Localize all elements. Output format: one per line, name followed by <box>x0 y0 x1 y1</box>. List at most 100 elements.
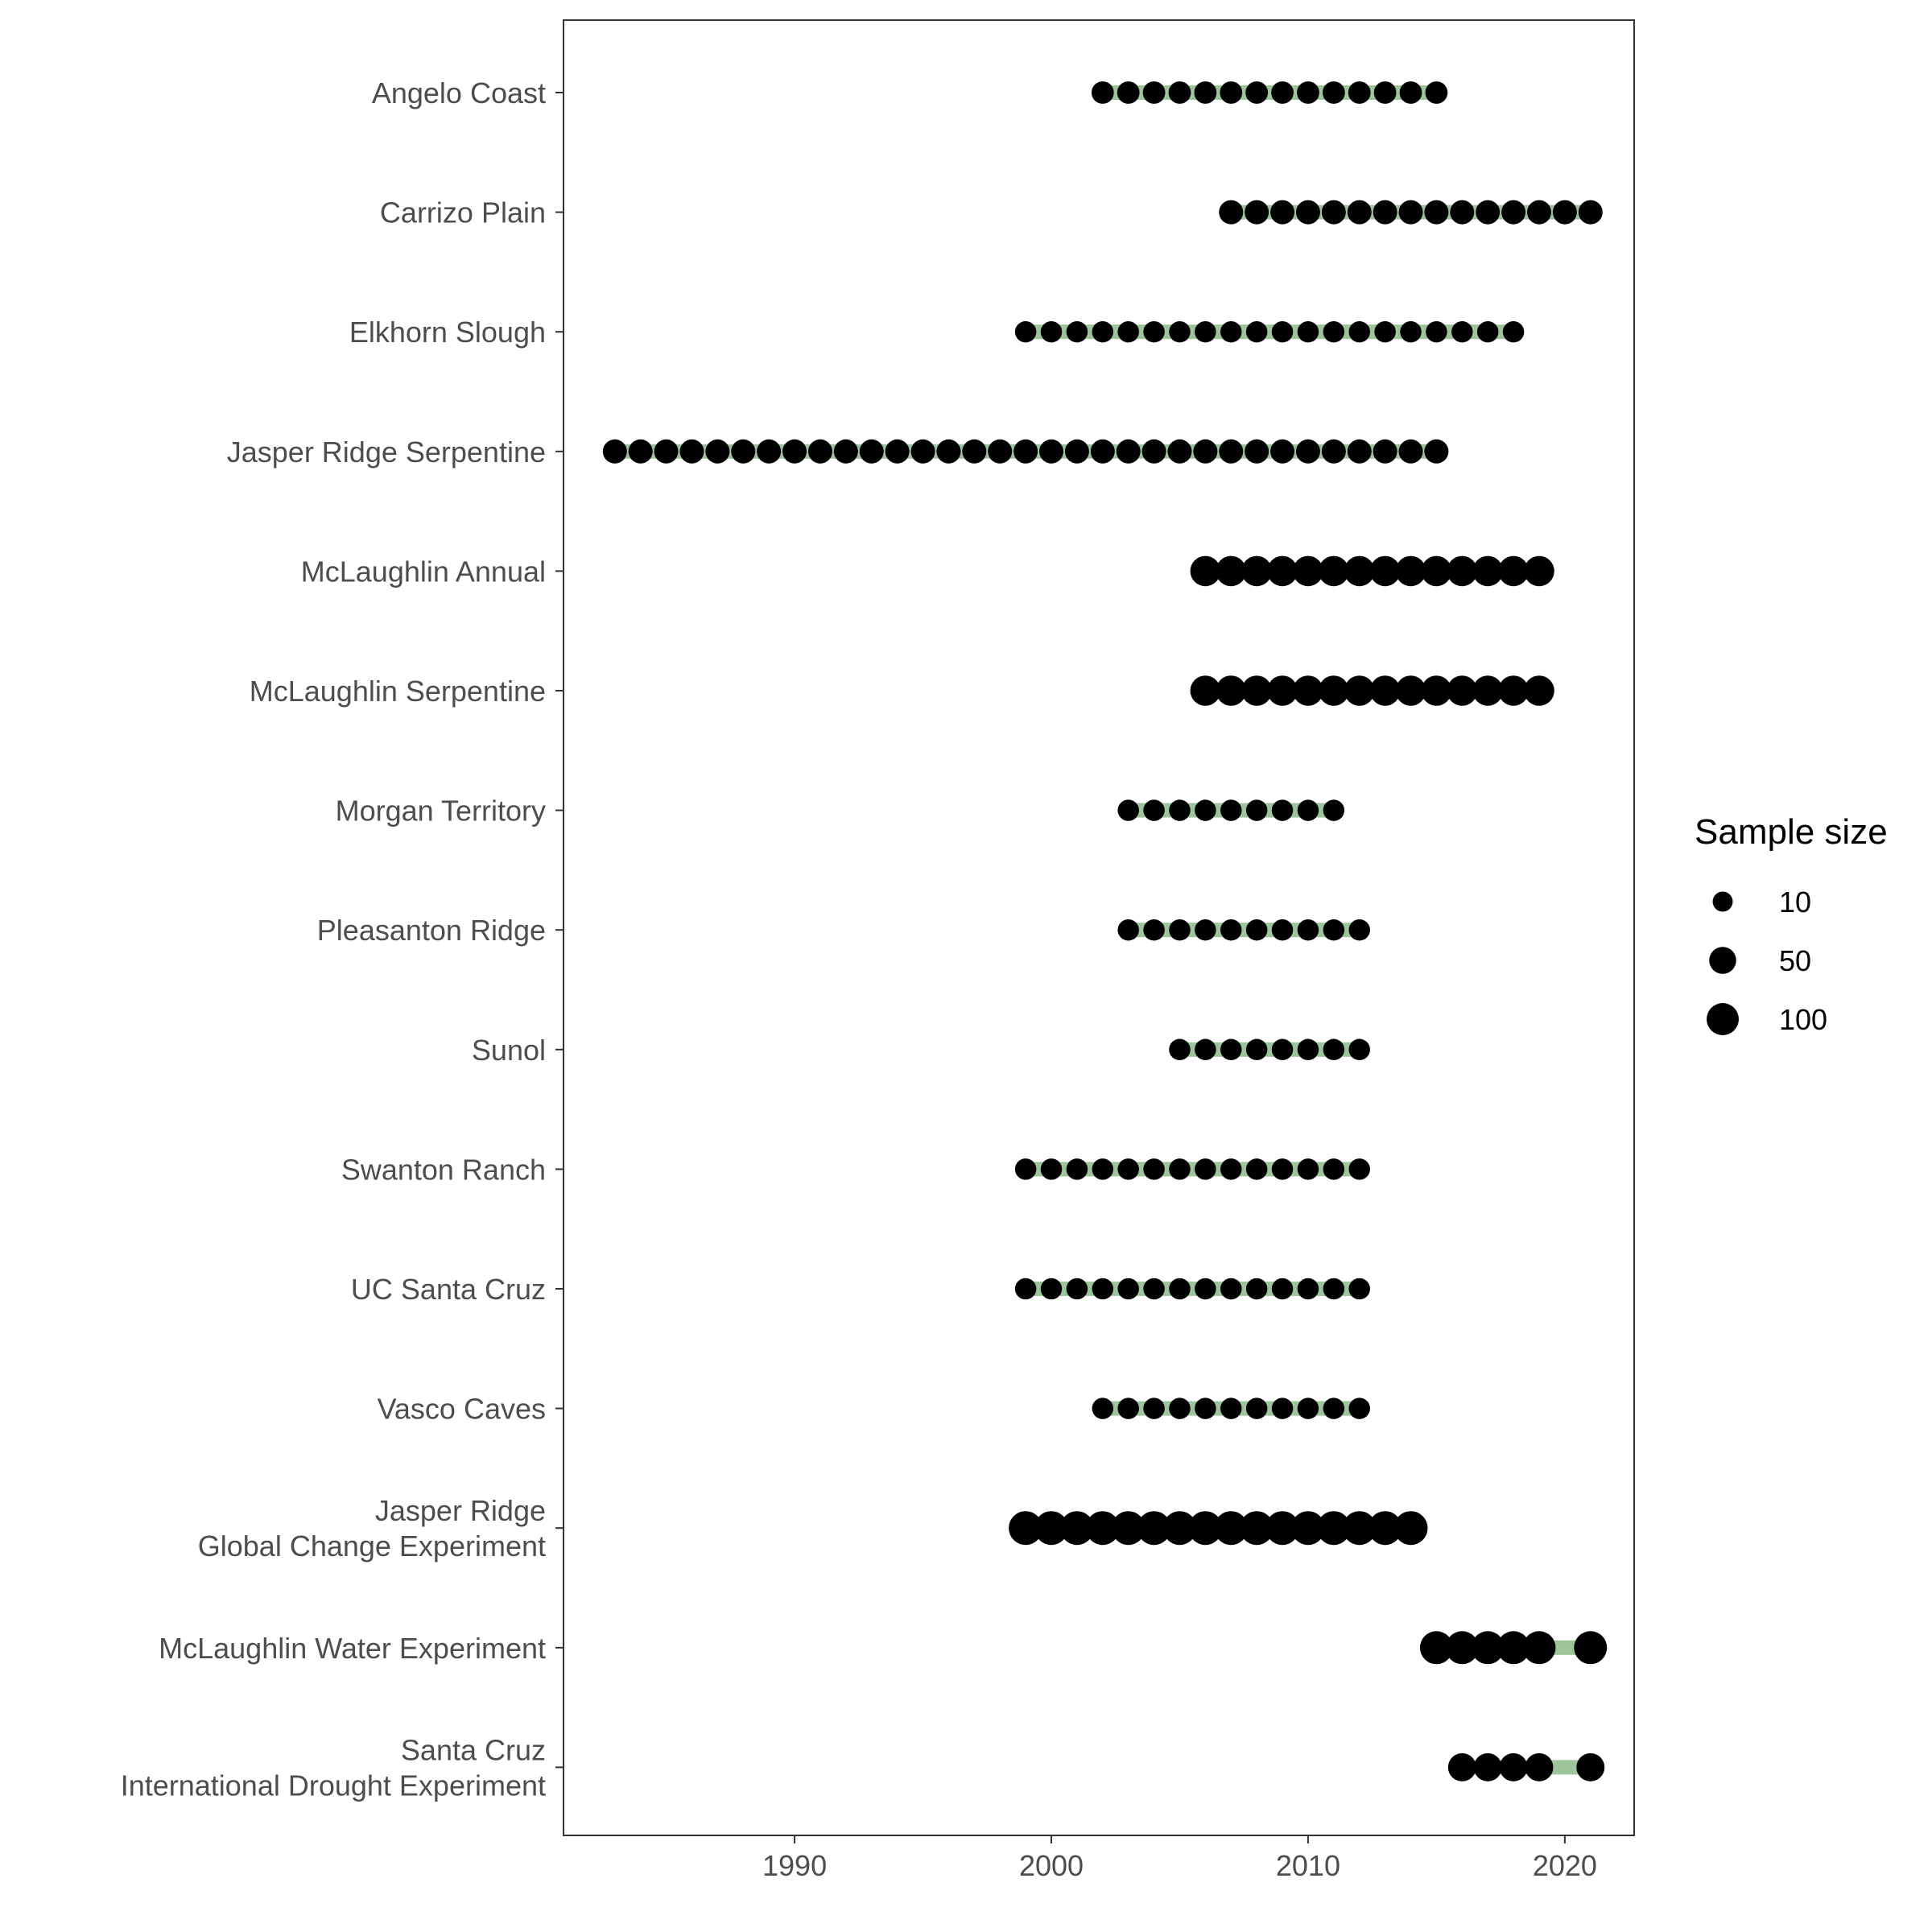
data-point <box>1143 1397 1165 1419</box>
data-point <box>1400 320 1422 343</box>
y-tick-label: Jasper Ridge <box>375 1494 546 1527</box>
data-point <box>1499 1752 1528 1781</box>
data-point <box>1034 1511 1068 1546</box>
data-point <box>1141 439 1166 464</box>
plot-panel-border <box>563 19 1635 1836</box>
data-point <box>1270 439 1295 464</box>
data-point <box>1240 1511 1274 1546</box>
data-point <box>1169 1158 1191 1180</box>
data-point <box>1421 675 1452 706</box>
data-point <box>1143 1278 1165 1300</box>
data-point <box>1245 1038 1268 1061</box>
legend-key <box>1712 891 1733 912</box>
data-point <box>731 439 756 464</box>
data-point <box>833 439 858 464</box>
data-point <box>1220 320 1242 343</box>
data-point <box>910 439 935 464</box>
data-point <box>1220 81 1243 104</box>
data-point <box>1348 81 1371 104</box>
data-point <box>1271 1278 1294 1300</box>
data-point <box>1162 1511 1197 1546</box>
data-point <box>1347 200 1372 225</box>
data-point <box>1142 81 1166 104</box>
data-point <box>1220 919 1242 941</box>
data-point <box>1290 1511 1325 1546</box>
data-point <box>1348 320 1370 343</box>
data-point <box>1297 81 1319 104</box>
data-point <box>1323 919 1345 941</box>
data-point <box>1169 1278 1191 1300</box>
data-point <box>1419 1631 1453 1665</box>
data-point <box>1190 555 1221 587</box>
data-point <box>1322 81 1345 104</box>
data-point <box>1064 439 1089 464</box>
data-point <box>1426 320 1447 343</box>
data-point <box>1117 1397 1139 1419</box>
y-tick-label: Jasper Ridge Serpentine <box>227 436 546 469</box>
y-tick-label: Santa Cruz <box>401 1733 546 1766</box>
x-tick-label: 1990 <box>762 1849 827 1882</box>
data-point <box>1188 1511 1223 1546</box>
data-point <box>1092 1278 1114 1300</box>
data-point <box>1297 1038 1319 1061</box>
data-point <box>1190 675 1221 706</box>
data-point <box>1525 1752 1554 1781</box>
data-point <box>962 439 987 464</box>
data-point <box>1373 439 1397 464</box>
x-tick-label: 2000 <box>1019 1849 1084 1882</box>
data-point <box>1195 320 1216 343</box>
data-point <box>1348 1158 1370 1180</box>
data-point <box>1498 555 1529 587</box>
data-point <box>1220 799 1242 821</box>
data-point <box>1219 439 1244 464</box>
data-point <box>1245 1158 1268 1180</box>
data-point <box>1245 1397 1268 1419</box>
data-point <box>1321 439 1346 464</box>
data-point <box>1195 1038 1216 1061</box>
data-point <box>1271 81 1294 104</box>
data-point <box>782 439 807 464</box>
data-point <box>1524 675 1554 706</box>
data-point <box>1578 200 1603 225</box>
data-point <box>1297 1278 1319 1300</box>
data-point <box>1526 200 1551 225</box>
y-tick-label: Vasco Caves <box>378 1393 546 1426</box>
data-point <box>1245 919 1268 941</box>
data-point <box>1295 439 1320 464</box>
data-point <box>1398 439 1423 464</box>
data-point <box>885 439 910 464</box>
y-tick-label: Elkhorn Slough <box>349 316 546 349</box>
data-point <box>1395 675 1426 706</box>
data-point <box>1143 320 1165 343</box>
data-point <box>1496 1631 1530 1665</box>
data-point <box>1425 81 1448 104</box>
data-point <box>1293 555 1323 587</box>
data-point <box>936 439 961 464</box>
data-point <box>988 439 1013 464</box>
data-point <box>1323 1278 1345 1300</box>
data-point <box>1265 1511 1300 1546</box>
data-point <box>1373 81 1397 104</box>
data-point <box>1195 1397 1216 1419</box>
data-point <box>1117 320 1139 343</box>
legend-title: Sample size <box>1695 812 1888 852</box>
data-point <box>1319 555 1349 587</box>
y-tick-label: UC Santa Cruz <box>351 1273 546 1306</box>
data-point <box>1476 200 1501 225</box>
data-point <box>1066 1158 1088 1180</box>
data-point <box>1040 1158 1063 1180</box>
data-point <box>1347 439 1372 464</box>
data-point <box>1323 320 1345 343</box>
data-point <box>1143 919 1165 941</box>
data-point <box>1574 1631 1608 1665</box>
data-point <box>1220 1158 1242 1180</box>
data-point <box>1447 1752 1476 1781</box>
data-point <box>1472 555 1503 587</box>
data-point <box>1473 1752 1502 1781</box>
x-tick-label: 2020 <box>1533 1849 1597 1882</box>
data-point <box>1116 439 1141 464</box>
data-point <box>1271 1038 1294 1061</box>
data-point <box>1524 555 1554 587</box>
data-point <box>1014 1158 1037 1180</box>
data-point <box>1219 200 1244 225</box>
